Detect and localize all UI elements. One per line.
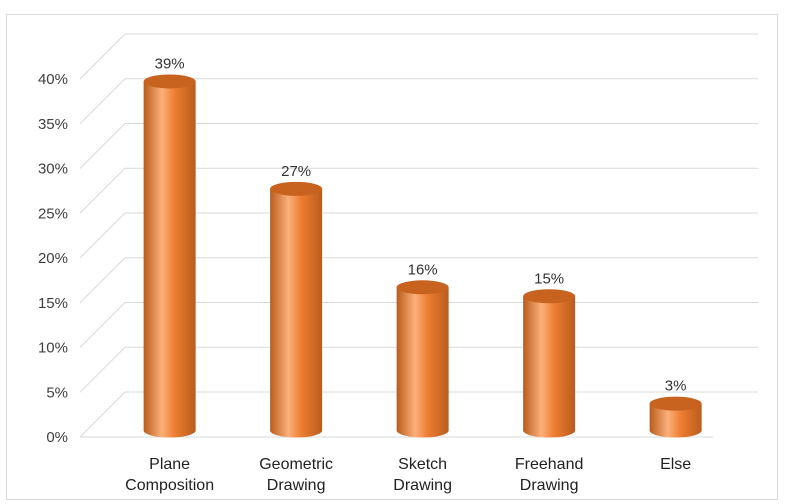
x-category-label: Else [660,456,691,473]
gridline-diagonal [79,167,126,214]
chart-frame [6,14,778,500]
bar-body [270,188,323,438]
bar [396,280,449,438]
bar-top [143,74,196,89]
x-category-label: Composition [125,477,214,494]
x-category-label: Plane [149,456,190,473]
x-category-label: Drawing [267,477,326,494]
bar-top [649,396,702,411]
bar-body [649,403,702,438]
bar [523,289,576,438]
x-category-label: Geometric [259,456,333,473]
gridline-diagonal [79,123,126,169]
bar [649,396,702,438]
gridline-diagonal [79,391,126,438]
y-tick-label: 30% [38,161,68,178]
data-label: 39% [155,55,185,72]
y-tick-label: 40% [38,71,68,88]
data-label: 27% [281,163,311,180]
gridline-diagonal [79,257,126,304]
y-tick-label: 25% [38,205,68,222]
bar-body [143,81,196,438]
gridline-diagonal [79,33,126,80]
bar-top [523,289,576,304]
gridline-diagonal [79,78,126,125]
x-category-label: Drawing [520,477,579,494]
y-tick-label: 15% [38,295,68,312]
gridline-diagonal [79,302,126,348]
y-tick-label: 10% [38,340,68,357]
bar-body [523,296,576,438]
gridline-diagonal [79,346,126,393]
data-label: 3% [665,378,687,395]
data-label: 15% [534,270,564,287]
y-tick-label: 5% [46,384,68,401]
bar [143,74,196,438]
y-tick-label: 0% [46,429,68,446]
bar-top [270,181,323,196]
bar-body [396,287,449,438]
bar-top [396,280,449,295]
gridline-diagonal [79,212,126,259]
x-category-label: Drawing [393,477,452,494]
y-tick-label: 20% [38,250,68,267]
x-category-label: Freehand [515,456,584,473]
y-tick-label: 35% [38,116,68,133]
bar [270,181,323,438]
data-label: 16% [408,261,438,278]
x-category-label: Sketch [398,456,447,473]
